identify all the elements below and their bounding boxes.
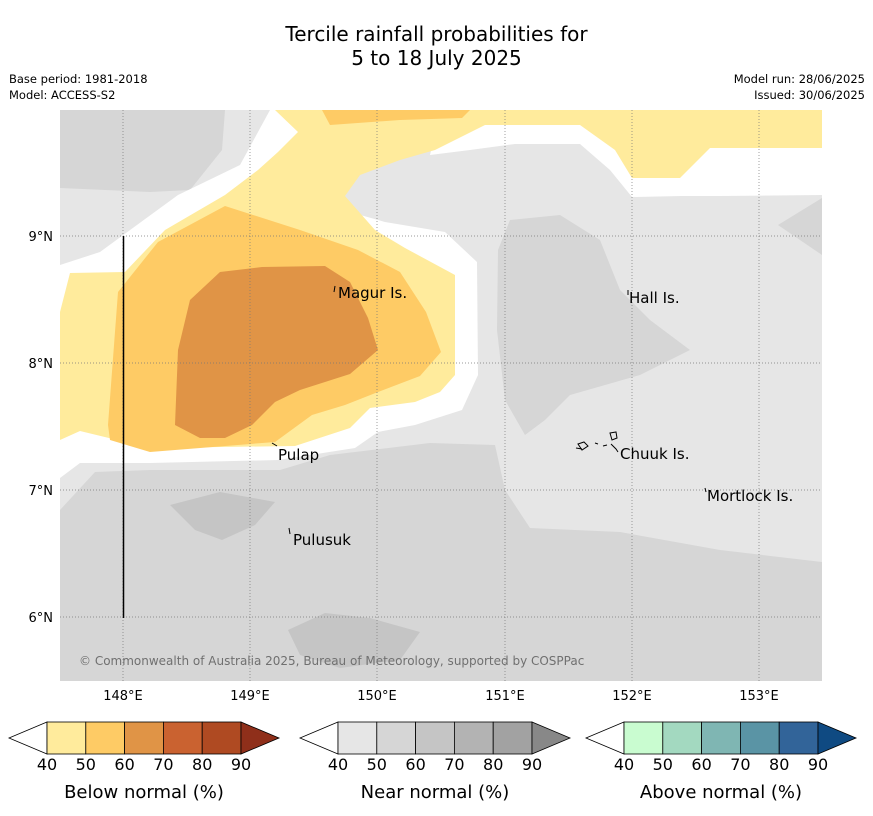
- legend-title: Above normal (%): [640, 782, 802, 803]
- legend-tick-label: 60: [691, 755, 711, 774]
- near-normal-50-northwest: [60, 110, 225, 192]
- above-normal-legend: 40 50 60 70 80 90 Above normal (%): [584, 721, 858, 803]
- legend-swatch: [46, 721, 87, 755]
- lon-label: 153°E: [739, 689, 779, 704]
- legend-swatch: [701, 721, 741, 755]
- legend-tick-label: 60: [405, 755, 425, 774]
- legend-end-arrow: [531, 721, 572, 755]
- legend-tick-label: 90: [522, 755, 542, 774]
- legend-tick-label: 50: [76, 755, 96, 774]
- title-line-2: 5 to 18 July 2025: [351, 46, 522, 70]
- island-mark-pulusuk: [288, 527, 291, 535]
- island-mark-magur: [333, 285, 336, 293]
- legend-white-arrow: [298, 721, 339, 755]
- island-mark-pulap: [271, 442, 278, 447]
- place-label-chuuk: Chuuk Is.: [620, 445, 689, 463]
- map-panel: [60, 110, 822, 681]
- legend-tick-label: 70: [153, 755, 173, 774]
- lat-label: 8°N: [29, 357, 54, 372]
- meta-left: Base period: 1981-2018 Model: ACCESS-S2: [9, 71, 148, 103]
- below-normal-legend: 40 50 60 70 80 90 Below normal (%): [7, 721, 281, 803]
- island-marks: [271, 285, 707, 535]
- legend-end-arrow: [817, 721, 858, 755]
- place-label-magur: Magur Is.: [338, 284, 407, 302]
- place-label-pulap: Pulap: [278, 446, 319, 464]
- lat-label: 9°N: [29, 230, 54, 245]
- legend-swatch: [492, 721, 533, 755]
- near-normal-legend: 40 50 60 70 80 90 Near normal (%): [298, 721, 572, 803]
- near-normal-50-east: [497, 215, 690, 435]
- issued-date: Issued: 30/06/2025: [754, 88, 865, 102]
- legend-tick-label: 40: [614, 755, 634, 774]
- below-normal-50-north-strip: [322, 110, 470, 125]
- model-run: Model run: 28/06/2025: [733, 72, 865, 86]
- legend-tick-label: 80: [483, 755, 503, 774]
- legend-swatch: [453, 721, 494, 755]
- legend-title: Below normal (%): [64, 782, 224, 803]
- legend-swatch: [623, 721, 664, 755]
- legend-swatch: [337, 721, 378, 755]
- legend-tick-label: 60: [114, 755, 134, 774]
- legend-tick-label: 90: [808, 755, 828, 774]
- lon-label: 149°E: [230, 689, 270, 704]
- copyright-notice: © Commonwealth of Australia 2025, Bureau…: [79, 654, 584, 668]
- place-label-hall: Hall Is.: [629, 289, 680, 307]
- place-label-mortlock: Mortlock Is.: [707, 487, 793, 505]
- legend-tick-label: 40: [37, 755, 57, 774]
- legend-tick-label: 70: [730, 755, 750, 774]
- legend-white-arrow: [584, 721, 625, 755]
- meta-right: Model run: 28/06/2025 Issued: 30/06/2025: [734, 71, 865, 103]
- legends: 40 50 60 70 80 90 Below normal (%) 40 50 60 70 80 90…: [7, 721, 858, 803]
- legend-tick-label: 70: [444, 755, 464, 774]
- legend-swatch: [162, 721, 203, 755]
- legend-tick-label: 90: [231, 755, 251, 774]
- legend-swatch: [740, 721, 780, 755]
- lon-label: 150°E: [357, 689, 397, 704]
- legend-swatch: [124, 721, 164, 755]
- lon-label: 152°E: [612, 689, 652, 704]
- legend-tick-label: 50: [367, 755, 387, 774]
- map-title: Tercile rainfall probabilities for 5 to …: [0, 22, 873, 70]
- base-period: Base period: 1981-2018: [9, 72, 148, 86]
- legend-swatch: [778, 721, 819, 755]
- legend-swatch: [415, 721, 455, 755]
- legend-tick-label: 40: [328, 755, 348, 774]
- lat-label: 7°N: [29, 484, 54, 499]
- legend-white-arrow: [7, 721, 48, 755]
- legend-tick-label: 80: [192, 755, 212, 774]
- near-normal-60-patch-a: [170, 492, 275, 540]
- below-normal-60-region: [175, 266, 378, 438]
- place-label-pulusuk: Pulusuk: [293, 531, 351, 549]
- chuuk-lagoon-mark: [575, 431, 619, 453]
- lon-label: 148°E: [103, 689, 143, 704]
- lon-axis-labels: 148°E 149°E 150°E 151°E 152°E 153°E: [103, 689, 779, 704]
- legend-swatch: [662, 721, 702, 755]
- legend-tick-label: 50: [653, 755, 673, 774]
- model-name: Model: ACCESS-S2: [9, 88, 116, 102]
- legend-title: Near normal (%): [361, 782, 510, 803]
- lon-label: 151°E: [485, 689, 525, 704]
- lat-label: 6°N: [29, 611, 54, 626]
- legend-tick-label: 80: [769, 755, 789, 774]
- near-normal-60-patch-b: [288, 613, 420, 668]
- near-normal-50-east-edge: [778, 198, 822, 255]
- legend-swatch: [201, 721, 242, 755]
- place-labels: Magur Is. Hall Is. Pulap Chuuk Is. Mortl…: [278, 284, 793, 549]
- legend-swatch: [376, 721, 416, 755]
- island-mark-mortlock: [704, 487, 707, 493]
- legend-end-arrow: [240, 721, 281, 755]
- title-line-1: Tercile rainfall probabilities for: [285, 22, 588, 46]
- legend-swatch: [85, 721, 126, 755]
- lat-axis-labels: 9°N 8°N 7°N 6°N: [29, 230, 54, 626]
